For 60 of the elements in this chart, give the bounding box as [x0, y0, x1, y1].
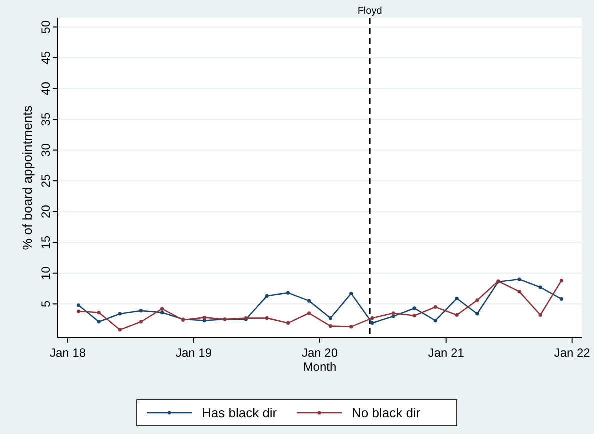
point: [412, 306, 416, 310]
x-tick-label: Jan 21: [428, 346, 465, 360]
point: [202, 318, 207, 323]
y-tick-label: 20: [39, 204, 53, 219]
x-tick-label: Jan 22: [554, 346, 591, 360]
point: [328, 324, 332, 328]
point: [328, 316, 332, 320]
y-tick-label: 50: [39, 20, 53, 34]
y-axis-title: % of board appointments: [20, 105, 35, 250]
y-tick-label: 30: [39, 143, 53, 157]
x-tick-label: Jan 18: [50, 346, 86, 360]
point: [76, 304, 81, 308]
point: [412, 314, 416, 318]
point: [97, 320, 101, 324]
point: [434, 305, 438, 310]
y-tick-label: 25: [39, 174, 53, 188]
point: [76, 310, 81, 314]
point: [350, 325, 354, 329]
point: [286, 321, 290, 326]
point: [392, 312, 396, 316]
point: [308, 299, 312, 303]
x-axis-title: Month: [303, 360, 337, 374]
point: [265, 294, 269, 298]
ref-line-label: Floyd: [358, 6, 382, 17]
point: [392, 314, 396, 318]
point: [538, 286, 542, 290]
point: [118, 328, 122, 332]
point: [560, 297, 564, 302]
point: [518, 278, 522, 282]
point: [265, 316, 269, 320]
legend-label: Has black dir: [202, 406, 278, 420]
point: [370, 316, 374, 320]
point: [538, 313, 542, 318]
legend-label: No black dir: [352, 406, 422, 420]
point: [518, 290, 522, 294]
point: [118, 312, 122, 316]
point: [434, 318, 438, 323]
point: [476, 312, 480, 316]
point: [139, 309, 143, 313]
point: [97, 310, 101, 315]
point: [455, 296, 459, 300]
point: [160, 307, 164, 311]
x-tick-label: Jan 20: [302, 346, 338, 360]
point: [560, 278, 564, 283]
point: [160, 310, 164, 315]
point: [286, 291, 290, 295]
point: [476, 298, 480, 302]
point: [139, 320, 143, 324]
point: [455, 313, 459, 318]
point: [308, 312, 312, 316]
point: [370, 321, 374, 326]
point: [202, 316, 207, 320]
y-tick-label: 35: [39, 112, 53, 126]
point: [350, 292, 354, 296]
y-tick-label: 40: [39, 82, 53, 96]
y-tick-label: 15: [39, 236, 53, 250]
x-tick-label: Jan 19: [176, 346, 212, 360]
y-tick-label: 10: [39, 266, 53, 280]
y-tick-label: 5: [39, 300, 53, 308]
y-tick-label: 45: [39, 51, 53, 65]
